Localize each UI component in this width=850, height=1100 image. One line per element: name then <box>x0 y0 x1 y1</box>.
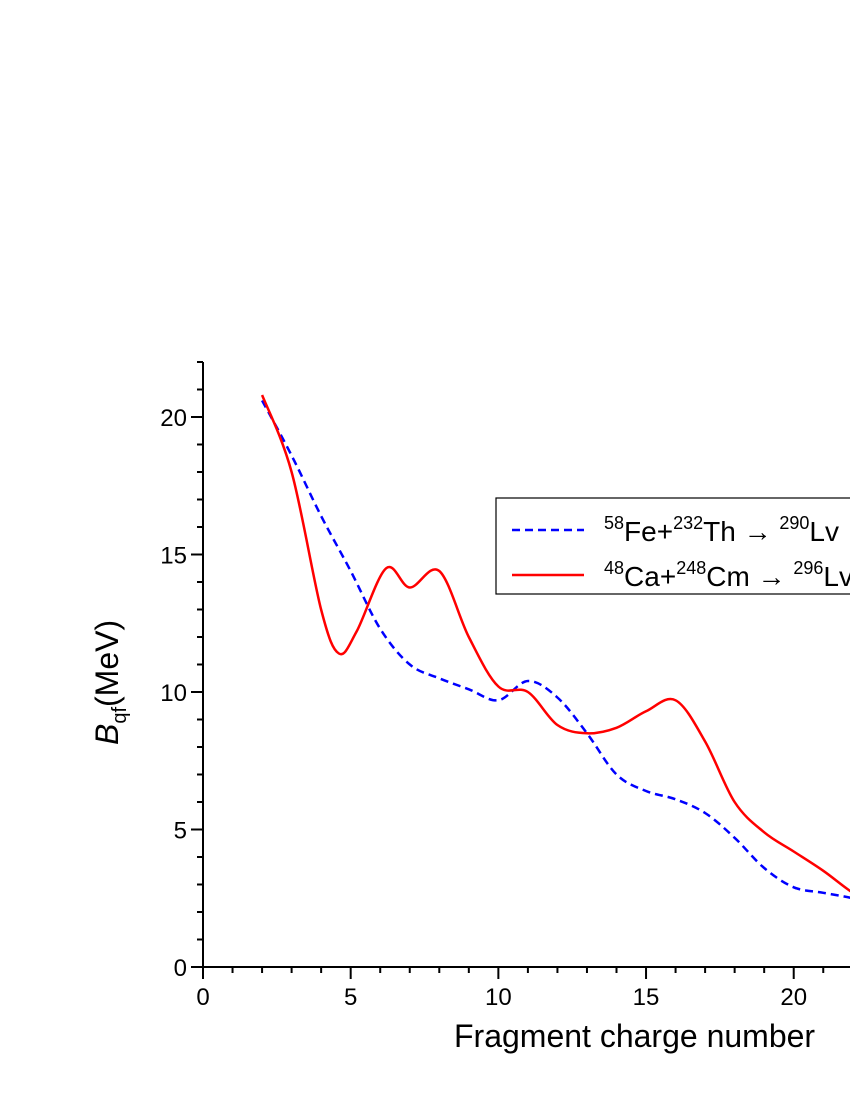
y-axis-title: Bqf(MeV) <box>89 620 131 745</box>
x-tick-label: 0 <box>196 984 209 1011</box>
y-axis-title-unit: (MeV) <box>89 620 125 707</box>
y-axis-title-symbol: B <box>89 724 125 745</box>
legend-superscript: 290 <box>779 513 809 533</box>
legend-base-text: Lv <box>809 516 839 547</box>
y-tick-label: 10 <box>160 680 187 707</box>
legend-label-2: 48Ca+248Cm → 296Lv <box>604 558 850 592</box>
legend-label-1: 58Fe+232Th → 290Lv <box>604 513 839 547</box>
legend-superscript: 58 <box>604 513 624 533</box>
legend-box <box>495 497 850 595</box>
legend-superscript: 296 <box>793 558 823 578</box>
y-tick-label: 20 <box>160 405 187 432</box>
legend-base-text: Cm → <box>706 561 793 592</box>
x-tick-label: 15 <box>633 984 660 1011</box>
series-line-2 <box>260 394 850 893</box>
axes-group: 051015202505101520 <box>160 361 850 1011</box>
legend-base-text: Th → <box>703 516 779 547</box>
legend-superscript: 48 <box>604 558 624 578</box>
y-axis-title-subscript: qf <box>109 707 131 724</box>
y-tick-label: 5 <box>174 818 187 845</box>
legend-base-text: Fe+ <box>624 516 673 547</box>
legend-superscript: 248 <box>676 558 706 578</box>
series-group <box>260 394 850 899</box>
axis-titles: Fragment charge number Bqf(MeV) <box>89 620 815 1054</box>
y-tick-label: 15 <box>160 543 187 570</box>
series-line-1 <box>260 399 850 899</box>
x-tick-label: 20 <box>780 984 807 1011</box>
y-tick-label: 0 <box>174 955 187 982</box>
x-tick-label: 10 <box>485 984 512 1011</box>
x-axis-title: Fragment charge number <box>454 1018 815 1054</box>
x-tick-label: 5 <box>344 984 357 1011</box>
legend-superscript: 232 <box>673 513 703 533</box>
legend-base-text: Lv <box>823 561 850 592</box>
legend-base-text: Ca+ <box>624 561 676 592</box>
